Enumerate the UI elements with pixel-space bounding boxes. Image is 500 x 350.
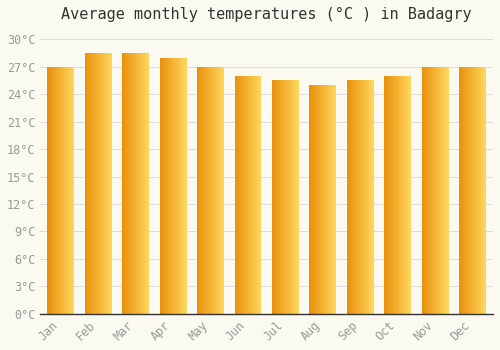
Title: Average monthly temperatures (°C ) in Badagry: Average monthly temperatures (°C ) in Ba…: [62, 7, 472, 22]
